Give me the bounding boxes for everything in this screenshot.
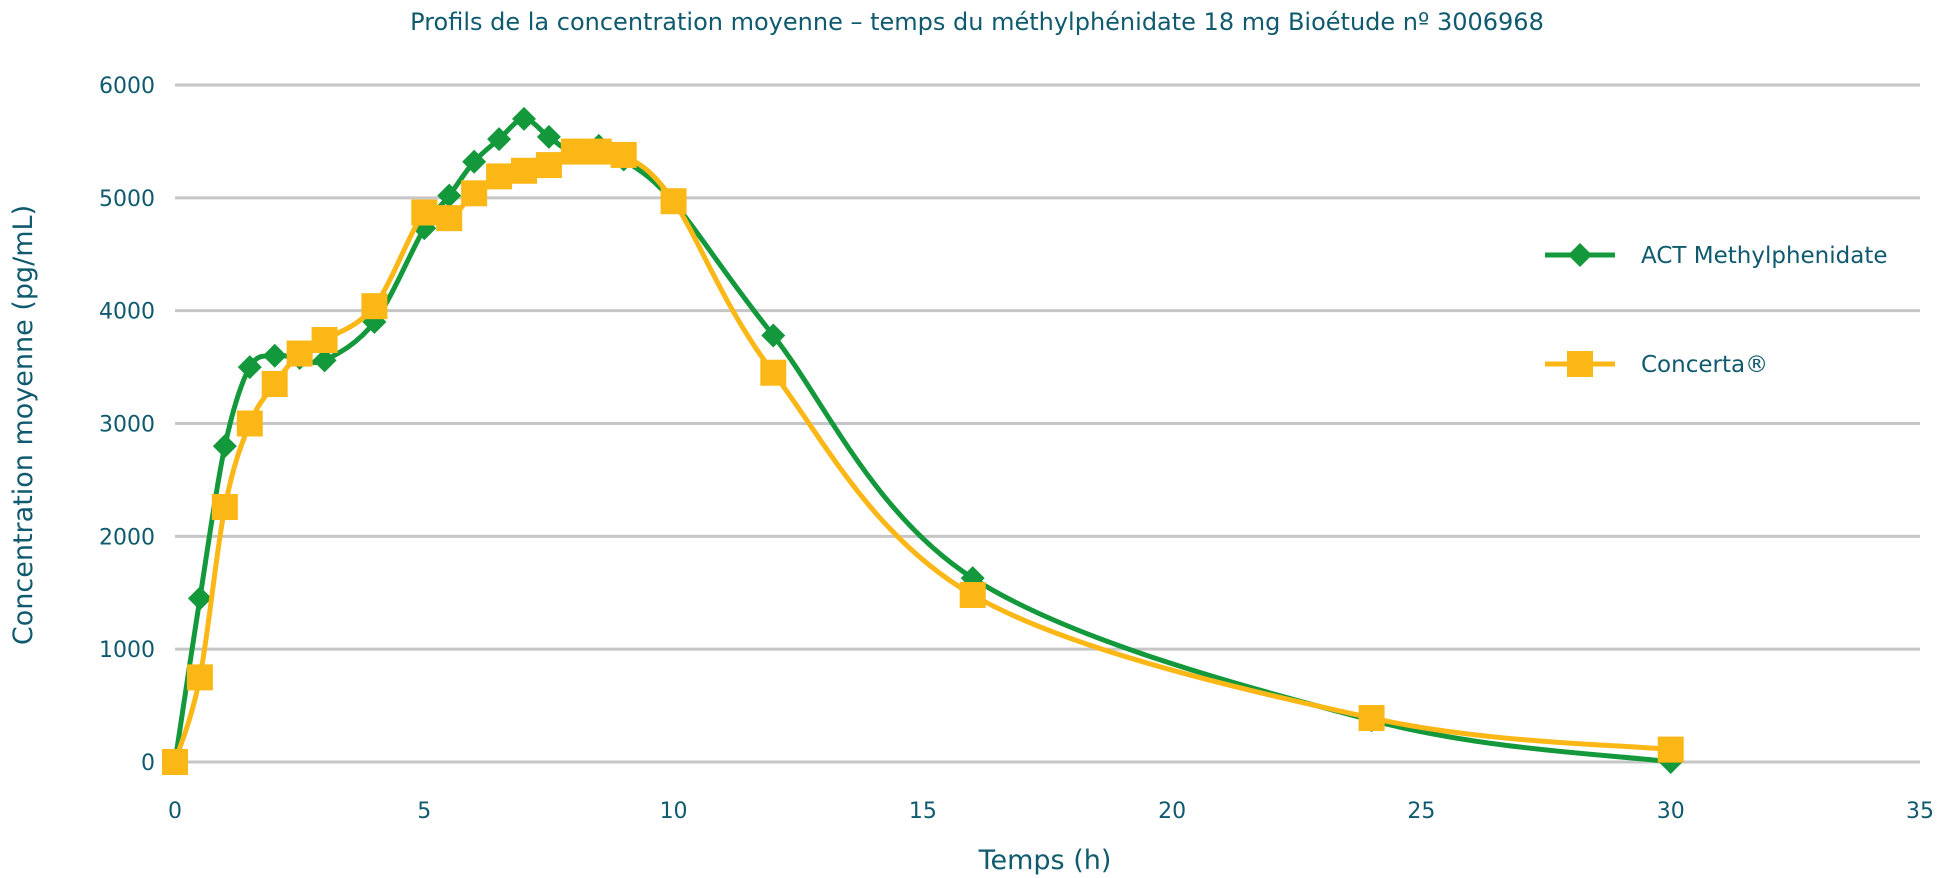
x-tick-label: 30 (1657, 799, 1685, 824)
data-point (461, 180, 488, 207)
data-point (312, 348, 337, 373)
series-2 (162, 138, 1684, 775)
data-point (361, 293, 388, 320)
x-axis: 0 5 10 15 20 25 30 35 (168, 799, 1934, 824)
data-point (535, 152, 562, 179)
legend-label: Concerta® (1641, 352, 1768, 378)
y-tick-label: 2000 (99, 525, 155, 550)
data-point (1358, 704, 1385, 731)
data-point (536, 124, 561, 149)
data-point (1657, 736, 1684, 763)
x-axis-title: Temps (h) (978, 845, 1112, 876)
data-point (186, 664, 213, 691)
data-point (761, 323, 786, 348)
data-point (236, 410, 263, 437)
data-point (286, 340, 313, 367)
series-line (172, 116, 1672, 765)
data-point (261, 371, 288, 398)
data-point (760, 359, 787, 386)
x-tick-label: 20 (1158, 799, 1186, 824)
legend-item: Concerta® (1545, 351, 1768, 378)
y-tick-label: 5000 (99, 187, 155, 212)
data-point (585, 138, 612, 165)
data-point (560, 138, 587, 165)
data-point (187, 586, 212, 611)
series-line (172, 147, 1671, 763)
data-point (437, 183, 462, 208)
y-tick-label: 3000 (99, 413, 155, 438)
data-point (411, 199, 438, 226)
chart-title: Profils de la concentration moyenne – te… (410, 8, 1544, 36)
data-point (959, 582, 986, 609)
series-layer (162, 106, 1684, 775)
data-point (211, 493, 238, 520)
data-point (237, 355, 262, 380)
data-point (610, 141, 637, 168)
y-tick-label: 4000 (99, 300, 155, 325)
data-point (462, 149, 487, 174)
y-tick-label: 1000 (99, 638, 155, 663)
data-point (311, 327, 338, 354)
data-point (487, 127, 512, 152)
data-point (262, 343, 287, 368)
grid-lines (175, 83, 1920, 764)
x-tick-label: 35 (1906, 799, 1934, 824)
y-axis-title: Concentration moyenne (pg/mL) (8, 205, 39, 645)
legend-marker (1568, 243, 1592, 267)
x-tick-label: 15 (909, 799, 937, 824)
data-point (511, 157, 537, 184)
data-point (660, 188, 687, 215)
legend-marker (1567, 351, 1593, 377)
data-point (162, 749, 188, 775)
legend-label: ACT Methylphenidate (1641, 243, 1888, 269)
y-axis: 0 1000 2000 3000 4000 5000 6000 (99, 74, 155, 776)
data-point (212, 434, 237, 459)
y-tick-label: 6000 (99, 74, 155, 99)
y-tick-label: 0 (141, 751, 155, 776)
series-1 (163, 106, 1683, 774)
x-tick-label: 0 (168, 799, 182, 824)
x-tick-label: 10 (660, 799, 688, 824)
legend-item: ACT Methylphenidate (1545, 243, 1888, 269)
data-point (436, 205, 463, 232)
x-tick-label: 25 (1407, 799, 1435, 824)
data-point (486, 163, 513, 190)
legend: ACT Methylphenidate Concerta® (1545, 243, 1888, 378)
x-tick-label: 5 (417, 799, 431, 824)
data-point (512, 106, 536, 131)
